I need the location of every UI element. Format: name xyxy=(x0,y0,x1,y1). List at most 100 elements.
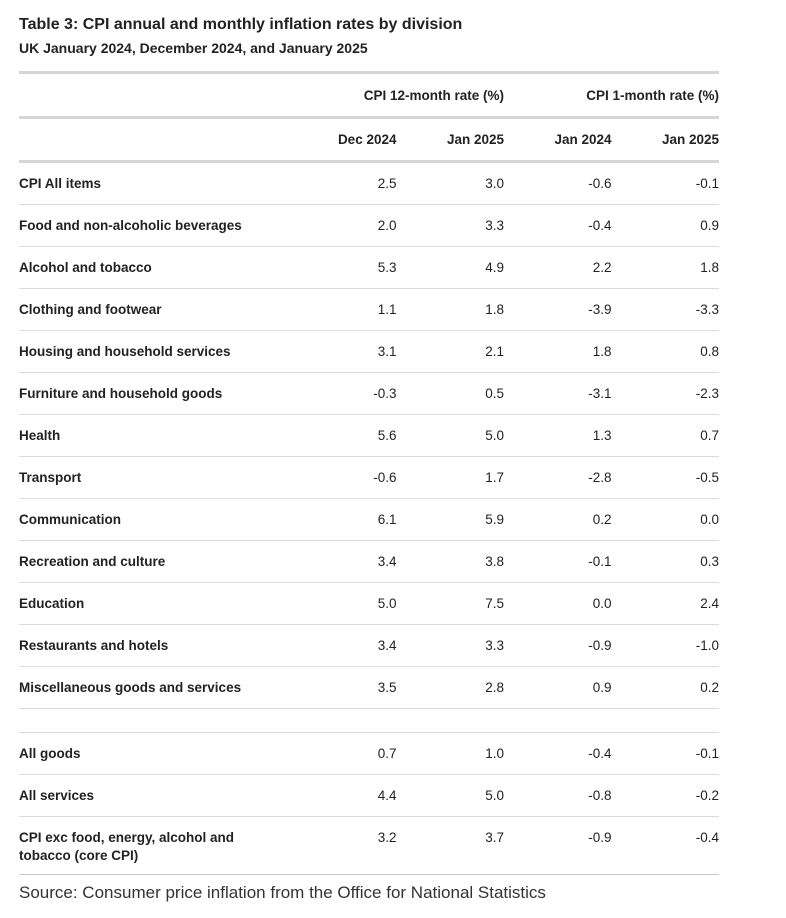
cpi-table: CPI 12-month rate (%) CPI 1-month rate (… xyxy=(19,71,720,875)
table-row: Housing and household services 3.1 2.1 1… xyxy=(19,330,720,373)
group-header-1-month: CPI 1-month rate (%) xyxy=(504,71,720,119)
cell-value: 3.4 xyxy=(289,624,397,667)
row-label: All services xyxy=(19,774,289,817)
table-body: CPI All items 2.5 3.0 -0.6 -0.1 Food and… xyxy=(19,161,720,875)
row-label: Housing and household services xyxy=(19,330,289,373)
cell-value: 0.7 xyxy=(289,732,397,775)
column-header-jan-2025-monthly: Jan 2025 xyxy=(611,117,720,163)
cell-value: -3.9 xyxy=(504,288,612,331)
cell-value: 1.1 xyxy=(289,288,397,331)
table-subtitle: UK January 2024, December 2024, and Janu… xyxy=(19,40,368,56)
cell-value: 4.9 xyxy=(396,246,504,289)
row-label: All goods xyxy=(19,732,289,775)
cell-value: 0.8 xyxy=(611,330,720,373)
cell-value: 5.9 xyxy=(396,498,504,541)
row-label: Education xyxy=(19,582,289,625)
spacer-row xyxy=(19,708,720,733)
group-header-empty xyxy=(19,71,289,119)
cell-value: 3.5 xyxy=(289,666,397,709)
cell-value: -1.0 xyxy=(611,624,720,667)
cell-value: 0.2 xyxy=(611,666,720,709)
table-title: Table 3: CPI annual and monthly inflatio… xyxy=(19,16,463,33)
cell-value: 3.2 xyxy=(289,816,397,875)
cell-value: -0.1 xyxy=(504,540,612,583)
row-label: Food and non-alcoholic beverages xyxy=(19,204,289,247)
cell-value: -0.4 xyxy=(504,732,612,775)
cell-value: 0.7 xyxy=(611,414,720,457)
cell-value: 3.3 xyxy=(396,624,504,667)
row-label: CPI exc food, energy, alcohol and tobacc… xyxy=(19,816,289,875)
cell-value: -3.1 xyxy=(504,372,612,415)
cell-value: 7.5 xyxy=(396,582,504,625)
cell-value: 3.3 xyxy=(396,204,504,247)
cell-value: 5.0 xyxy=(396,414,504,457)
cell-value: -0.2 xyxy=(611,774,720,817)
table-container: Table 3: CPI annual and monthly inflatio… xyxy=(19,0,720,905)
cell-value: 6.1 xyxy=(289,498,397,541)
cell-value: 1.8 xyxy=(504,330,612,373)
table-row: Clothing and footwear 1.1 1.8 -3.9 -3.3 xyxy=(19,288,720,331)
cell-value: 1.7 xyxy=(396,456,504,499)
cell-value: -2.3 xyxy=(611,372,720,415)
cell-value: 1.3 xyxy=(504,414,612,457)
cell-value: -0.6 xyxy=(289,456,397,499)
cell-value: 3.4 xyxy=(289,540,397,583)
row-label: Alcohol and tobacco xyxy=(19,246,289,289)
cell-value: 3.1 xyxy=(289,330,397,373)
row-label: Health xyxy=(19,414,289,457)
row-label: Transport xyxy=(19,456,289,499)
row-label: Furniture and household goods xyxy=(19,372,289,415)
table-row: Food and non-alcoholic beverages 2.0 3.3… xyxy=(19,204,720,247)
column-header-jan-2024: Jan 2024 xyxy=(504,117,612,163)
row-label: Communication xyxy=(19,498,289,541)
spacer-cell xyxy=(19,708,720,733)
group-header-row: CPI 12-month rate (%) CPI 1-month rate (… xyxy=(19,71,720,119)
source-note: Source: Consumer price inflation from th… xyxy=(19,883,546,902)
cell-value: 5.3 xyxy=(289,246,397,289)
cell-value: 2.0 xyxy=(289,204,397,247)
cell-value: 2.8 xyxy=(396,666,504,709)
cell-value: -0.4 xyxy=(504,204,612,247)
table-row: All services 4.4 5.0 -0.8 -0.2 xyxy=(19,774,720,817)
cell-value: 4.4 xyxy=(289,774,397,817)
cell-value: 5.6 xyxy=(289,414,397,457)
column-header-dec-2024: Dec 2024 xyxy=(289,117,397,163)
column-header-empty xyxy=(19,117,289,163)
cell-value: -0.1 xyxy=(611,161,720,205)
cell-value: 0.9 xyxy=(504,666,612,709)
cell-value: 2.1 xyxy=(396,330,504,373)
cell-value: 5.0 xyxy=(289,582,397,625)
cell-value: 0.9 xyxy=(611,204,720,247)
cell-value: -0.6 xyxy=(504,161,612,205)
row-label: CPI All items xyxy=(19,161,289,205)
table-row: Furniture and household goods -0.3 0.5 -… xyxy=(19,372,720,415)
column-header-jan-2025-annual: Jan 2025 xyxy=(396,117,504,163)
cell-value: -3.3 xyxy=(611,288,720,331)
table-row: Miscellaneous goods and services 3.5 2.8… xyxy=(19,666,720,709)
cell-value: 2.4 xyxy=(611,582,720,625)
table-row: Transport -0.6 1.7 -2.8 -0.5 xyxy=(19,456,720,499)
group-header-12-month: CPI 12-month rate (%) xyxy=(289,71,504,119)
cell-value: 3.8 xyxy=(396,540,504,583)
cell-value: 1.8 xyxy=(396,288,504,331)
table-row: Communication 6.1 5.9 0.2 0.0 xyxy=(19,498,720,541)
cell-value: 1.0 xyxy=(396,732,504,775)
cell-value: 0.0 xyxy=(611,498,720,541)
cell-value: 3.7 xyxy=(396,816,504,875)
cell-value: 1.8 xyxy=(611,246,720,289)
table-row: Restaurants and hotels 3.4 3.3 -0.9 -1.0 xyxy=(19,624,720,667)
cell-value: -2.8 xyxy=(504,456,612,499)
cell-value: -0.1 xyxy=(611,732,720,775)
cell-value: 2.2 xyxy=(504,246,612,289)
row-label: Clothing and footwear xyxy=(19,288,289,331)
cell-value: -0.9 xyxy=(504,816,612,875)
row-label: Recreation and culture xyxy=(19,540,289,583)
cell-value: 0.2 xyxy=(504,498,612,541)
table-row: CPI All items 2.5 3.0 -0.6 -0.1 xyxy=(19,161,720,205)
cell-value: -0.9 xyxy=(504,624,612,667)
row-label: Restaurants and hotels xyxy=(19,624,289,667)
table-row: Education 5.0 7.5 0.0 2.4 xyxy=(19,582,720,625)
cell-value: 0.5 xyxy=(396,372,504,415)
row-label: Miscellaneous goods and services xyxy=(19,666,289,709)
cell-value: 5.0 xyxy=(396,774,504,817)
